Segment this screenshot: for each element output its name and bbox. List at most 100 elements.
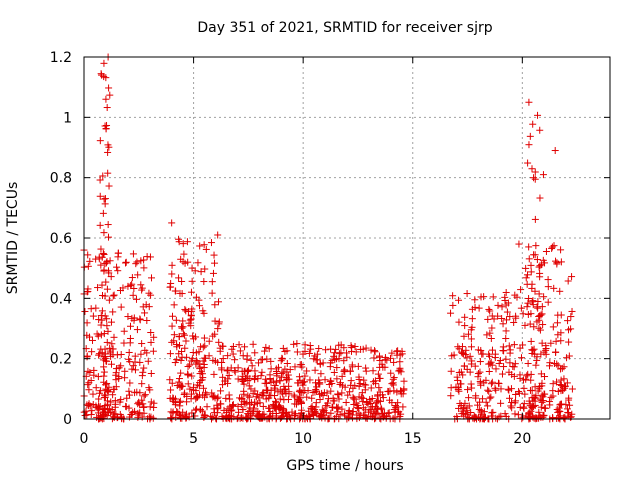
data-point	[467, 335, 475, 343]
data-point	[247, 398, 255, 406]
data-point	[374, 370, 382, 378]
data-point	[312, 399, 320, 407]
data-point	[511, 410, 519, 418]
data-point	[454, 376, 462, 384]
data-point	[362, 344, 370, 352]
data-point	[299, 388, 307, 396]
data-point	[109, 308, 117, 316]
data-point	[138, 284, 146, 292]
data-point	[180, 391, 188, 399]
data-point	[527, 337, 535, 345]
data-point	[505, 342, 513, 350]
data-point	[335, 355, 343, 363]
data-point	[141, 309, 149, 317]
data-point	[169, 408, 177, 416]
data-point	[557, 400, 565, 408]
data-point	[103, 386, 111, 394]
data-point	[239, 406, 247, 414]
data-point	[92, 384, 100, 392]
data-point	[215, 298, 223, 306]
data-point	[531, 175, 539, 183]
axis-ticks	[83, 56, 610, 420]
data-point	[468, 305, 476, 313]
data-point	[301, 372, 309, 380]
data-point	[189, 332, 197, 340]
data-point	[109, 391, 117, 399]
data-point	[200, 334, 208, 342]
data-point	[258, 391, 266, 399]
data-point	[487, 393, 495, 401]
data-point	[396, 358, 404, 366]
data-point	[197, 268, 205, 276]
data-point	[370, 354, 378, 362]
data-point	[273, 378, 281, 386]
data-point	[348, 414, 356, 422]
data-point	[105, 182, 113, 190]
data-point	[482, 398, 490, 406]
data-point	[488, 324, 496, 332]
data-point	[136, 358, 144, 366]
data-point	[450, 351, 458, 359]
data-point	[517, 304, 525, 312]
data-point	[140, 256, 148, 264]
data-point	[460, 332, 468, 340]
data-point	[178, 348, 186, 356]
x-tick-label: 10	[294, 431, 312, 447]
data-point	[112, 376, 120, 384]
data-point	[240, 380, 248, 388]
data-point	[539, 171, 547, 179]
data-point	[508, 371, 516, 379]
data-point	[523, 303, 531, 311]
data-point	[390, 374, 398, 382]
data-point	[95, 351, 103, 359]
data-point	[366, 396, 374, 404]
data-point	[306, 376, 314, 384]
data-point	[113, 263, 121, 271]
data-point	[539, 256, 547, 264]
data-point	[316, 395, 324, 403]
data-point	[147, 338, 155, 346]
data-point	[538, 310, 546, 318]
data-point	[491, 354, 499, 362]
data-point	[324, 395, 332, 403]
data-point	[192, 395, 200, 403]
data-point	[295, 373, 303, 381]
data-point	[107, 318, 115, 326]
data-point	[331, 349, 339, 357]
data-point	[147, 291, 155, 299]
x-tick-label: 0	[80, 431, 89, 447]
data-point	[396, 387, 404, 395]
data-point	[277, 357, 285, 365]
data-point	[86, 369, 94, 377]
data-point	[113, 414, 121, 422]
data-point	[557, 382, 565, 390]
data-point	[519, 310, 527, 318]
data-point	[390, 358, 398, 366]
data-point	[231, 356, 239, 364]
data-point	[400, 386, 408, 394]
data-point	[172, 316, 180, 324]
data-point	[192, 387, 200, 395]
data-point	[529, 120, 537, 128]
data-point	[100, 267, 108, 275]
data-point	[81, 411, 89, 419]
data-point	[128, 274, 136, 282]
data-point	[552, 337, 560, 345]
data-point	[537, 370, 545, 378]
data-point	[388, 380, 396, 388]
data-point	[259, 392, 267, 400]
data-point	[88, 336, 96, 344]
data-point	[455, 368, 463, 376]
data-point	[81, 307, 89, 315]
data-point	[193, 405, 201, 413]
data-point	[550, 242, 558, 250]
data-point	[306, 342, 314, 350]
data-point	[98, 316, 106, 324]
data-point	[95, 395, 103, 403]
data-point	[334, 390, 342, 398]
data-point	[138, 380, 146, 388]
data-point	[104, 169, 112, 177]
data-point	[254, 412, 262, 420]
data-point	[355, 375, 363, 383]
data-point	[496, 356, 504, 364]
